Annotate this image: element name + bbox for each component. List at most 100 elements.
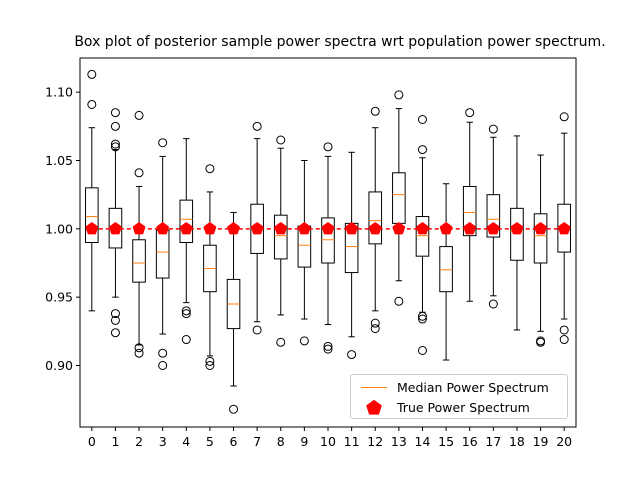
box-iqr [439, 246, 453, 293]
outlier-point [205, 164, 215, 174]
legend-entry-median: Median Power Spectrum [359, 377, 549, 397]
outlier-point [559, 112, 569, 122]
outlier-point [323, 142, 333, 152]
box-iqr [486, 194, 501, 238]
x-tick-label: 14 [415, 434, 431, 449]
box-4 [179, 138, 194, 345]
x-tick-label: 12 [367, 434, 383, 449]
box-12 [368, 106, 383, 334]
plot-frame [79, 57, 577, 428]
outlier-point [87, 99, 97, 109]
outlier-point [205, 356, 215, 366]
box-9 [297, 160, 312, 346]
x-tick-label: 19 [533, 434, 549, 449]
outlier-point [134, 343, 144, 353]
outlier-point [488, 124, 498, 134]
x-tick-label: 11 [344, 434, 360, 449]
outlier-point [181, 306, 191, 316]
median-line-swatch [359, 380, 389, 394]
outlier-point [370, 318, 380, 328]
box-17 [486, 124, 501, 309]
outlier-point [252, 121, 262, 131]
box-iqr [415, 216, 430, 257]
x-tick-label: 13 [391, 434, 407, 449]
outlier-point [559, 335, 569, 345]
outlier-point [158, 361, 168, 370]
outlier-point [488, 299, 498, 309]
box-iqr [557, 203, 571, 253]
true-spectrum-marker [250, 222, 264, 235]
outlier-point [205, 361, 215, 370]
box-16 [462, 108, 477, 302]
box-11 [344, 151, 359, 360]
true-spectrum-marker [463, 222, 477, 235]
true-spectrum-marker [557, 222, 571, 235]
box-iqr [392, 172, 406, 224]
outlier-point [110, 328, 120, 338]
x-tick-label: 16 [462, 434, 478, 449]
x-tick-label: 4 [182, 434, 190, 449]
box-iqr [368, 191, 383, 245]
x-tick-label: 2 [135, 434, 143, 449]
true-spectrum-marker [179, 222, 193, 235]
box-iqr [533, 213, 548, 264]
outlier-point [323, 341, 333, 351]
outlier-point [299, 336, 309, 346]
outlier-point [110, 139, 120, 149]
outlier-point [417, 145, 427, 155]
outlier-point [181, 335, 191, 345]
legend-label-median: Median Power Spectrum [397, 379, 549, 395]
true-spectrum-marker [321, 222, 335, 235]
outlier-point [370, 106, 380, 116]
x-tick-label: 0 [88, 434, 96, 449]
box-10 [321, 142, 335, 354]
outlier-point [417, 345, 427, 355]
box-5 [203, 164, 217, 370]
true-spectrum-marker [132, 222, 146, 235]
outlier-point [394, 296, 404, 306]
outlier-point [110, 108, 120, 118]
x-tick-label: 1 [111, 434, 119, 449]
x-tick-label: 20 [556, 434, 572, 449]
x-tick-label: 8 [277, 434, 285, 449]
outlier-point [110, 142, 120, 152]
true-spectrum-marker [392, 222, 406, 235]
outlier-point [110, 309, 120, 319]
x-tick-label: 3 [159, 434, 167, 449]
outlier-point [465, 108, 475, 118]
outlier-point [370, 324, 380, 334]
y-tick-label: 1.00 [45, 221, 73, 236]
y-tick-label: 1.10 [45, 85, 73, 100]
outlier-point [110, 315, 120, 325]
box-0 [85, 69, 99, 312]
legend: Median Power Spectrum True Power Spectru… [350, 374, 568, 419]
true-spectrum-marker [85, 222, 99, 235]
box-iqr [179, 199, 194, 243]
true-spectrum-marker [203, 222, 217, 235]
true-marker-swatch [359, 400, 389, 415]
outlier-point [417, 115, 427, 124]
box-iqr [273, 214, 288, 260]
y-tick-label: 0.95 [45, 290, 73, 305]
chart-title: Box plot of posterior sample power spect… [74, 34, 606, 50]
box-13 [392, 90, 406, 306]
outlier-point [394, 90, 404, 100]
x-tick-label: 9 [300, 434, 308, 449]
true-spectrum-marker [368, 222, 382, 235]
box-14 [415, 115, 430, 355]
true-spectrum-marker [109, 222, 122, 235]
outlier-point [417, 311, 427, 321]
outlier-point [347, 350, 357, 360]
true-spectrum-marker [156, 222, 169, 235]
true-spectrum-marker [227, 222, 240, 235]
box-15 [439, 183, 453, 361]
outlier-point [536, 337, 546, 347]
outlier-point [158, 348, 168, 358]
outlier-point [276, 337, 286, 347]
y-tick-label: 1.05 [45, 153, 73, 168]
true-spectrum-marker [416, 222, 429, 235]
legend-label-true: True Power Spectrum [397, 399, 530, 415]
outlier-point [229, 404, 239, 414]
outlier-point [559, 325, 569, 335]
